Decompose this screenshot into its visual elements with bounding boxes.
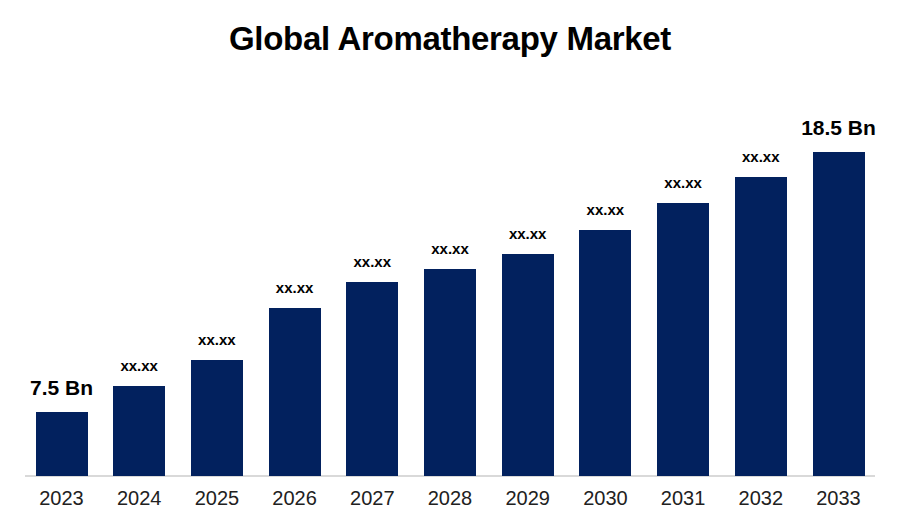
bar-2033 <box>813 152 865 476</box>
chart-page: Global Aromatherapy Market 7.5 Bn2023xx.… <box>0 0 900 525</box>
x-tick-2025: 2025 <box>177 487 257 510</box>
bar-2029 <box>502 254 554 476</box>
bar-2023 <box>36 412 88 476</box>
value-label-2023: 7.5 Bn <box>2 376 122 400</box>
value-label-2028: xx.xx <box>390 240 510 257</box>
x-tick-2023: 2023 <box>22 487 102 510</box>
value-label-2024: xx.xx <box>79 357 199 374</box>
bar-2025 <box>191 360 243 476</box>
bar-2024 <box>113 386 165 476</box>
x-tick-2031: 2031 <box>643 487 723 510</box>
value-label-2032: xx.xx <box>701 148 821 165</box>
bar-2030 <box>579 230 631 476</box>
value-label-2026: xx.xx <box>235 279 355 296</box>
value-label-2025: xx.xx <box>157 331 277 348</box>
x-tick-2029: 2029 <box>488 487 568 510</box>
bar-2027 <box>346 282 398 476</box>
bar-2028 <box>424 269 476 476</box>
x-tick-2030: 2030 <box>565 487 645 510</box>
x-tick-2027: 2027 <box>332 487 412 510</box>
bar-2032 <box>735 177 787 476</box>
value-label-2033: 18.5 Bn <box>779 116 899 140</box>
bar-chart-plot-area: 7.5 Bn 2023 xx.xx 2024 xx.xx 2025 xx.xx 2026 xx.… <box>0 0 900 525</box>
x-tick-2026: 2026 <box>255 487 335 510</box>
value-label-2031: xx.xx <box>623 174 743 191</box>
x-tick-2032: 2032 <box>721 487 801 510</box>
bar-2031 <box>657 203 709 476</box>
x-tick-2028: 2028 <box>410 487 490 510</box>
bar-2026 <box>269 308 321 476</box>
x-tick-2033: 2033 <box>799 487 879 510</box>
value-label-2030: xx.xx <box>545 201 665 218</box>
x-tick-2024: 2024 <box>99 487 179 510</box>
value-label-2029: xx.xx <box>468 225 588 242</box>
